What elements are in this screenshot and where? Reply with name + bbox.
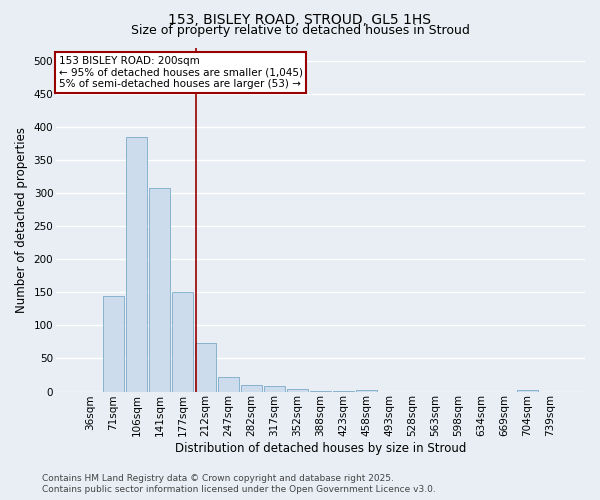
Text: 153, BISLEY ROAD, STROUD, GL5 1HS: 153, BISLEY ROAD, STROUD, GL5 1HS bbox=[169, 12, 431, 26]
Text: Size of property relative to detached houses in Stroud: Size of property relative to detached ho… bbox=[131, 24, 469, 37]
Text: 153 BISLEY ROAD: 200sqm
← 95% of detached houses are smaller (1,045)
5% of semi-: 153 BISLEY ROAD: 200sqm ← 95% of detache… bbox=[59, 56, 303, 90]
Bar bbox=[310, 391, 331, 392]
Bar bbox=[333, 391, 354, 392]
Bar bbox=[149, 188, 170, 392]
Bar bbox=[517, 390, 538, 392]
Bar bbox=[195, 343, 216, 392]
Bar bbox=[172, 292, 193, 392]
Bar bbox=[356, 390, 377, 392]
Bar bbox=[241, 385, 262, 392]
Bar bbox=[264, 386, 285, 392]
Y-axis label: Number of detached properties: Number of detached properties bbox=[15, 126, 28, 312]
Bar bbox=[126, 137, 147, 392]
Bar bbox=[103, 296, 124, 392]
Bar bbox=[218, 377, 239, 392]
Bar bbox=[287, 389, 308, 392]
Text: Contains HM Land Registry data © Crown copyright and database right 2025.
Contai: Contains HM Land Registry data © Crown c… bbox=[42, 474, 436, 494]
X-axis label: Distribution of detached houses by size in Stroud: Distribution of detached houses by size … bbox=[175, 442, 466, 455]
